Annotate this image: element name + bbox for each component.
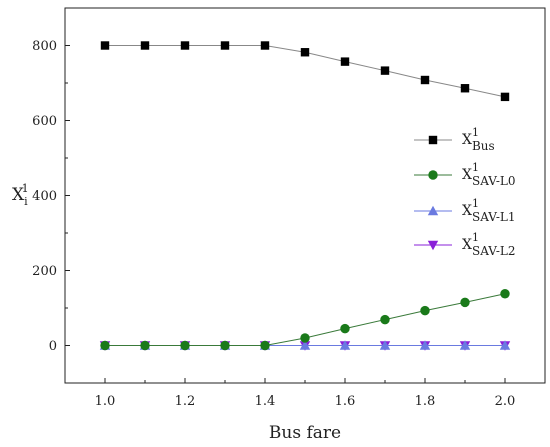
data-point <box>100 41 110 50</box>
legend: X1 Bus X1 SAV-L0 X1 SAV-L1 X1 SAV-L2 <box>414 126 515 258</box>
data-point <box>500 92 510 102</box>
x-axis-ticks: 1.0 1.2 1.4 1.6 1.8 2.0 <box>95 378 516 409</box>
data-point <box>499 340 511 350</box>
legend-marker <box>428 135 438 145</box>
legend-item: X1 Bus <box>414 126 495 153</box>
y-axis-label-sub: i <box>24 195 28 208</box>
x-tick-label: 2.0 <box>495 394 516 409</box>
data-point <box>339 340 351 350</box>
data-point <box>419 340 431 350</box>
x-tick-label: 1.0 <box>95 394 116 409</box>
data-point <box>299 340 311 350</box>
data-point <box>220 340 230 351</box>
legend-marker <box>427 240 439 251</box>
data-point <box>340 57 350 66</box>
data-point <box>180 340 190 351</box>
data-point <box>140 340 150 351</box>
x-tick-label: 1.6 <box>335 394 356 409</box>
data-point <box>380 314 390 325</box>
series-square <box>100 41 510 102</box>
y-tick-label: 200 <box>32 264 57 279</box>
data-point <box>380 66 390 75</box>
data-point <box>340 323 350 334</box>
y-tick-label: 600 <box>32 114 57 129</box>
x-tick-label: 1.8 <box>415 394 436 409</box>
data-point <box>180 41 190 50</box>
y-tick-label: 800 <box>32 39 57 54</box>
legend-item: X1 SAV-L2 <box>414 231 515 258</box>
y-tick-label: 0 <box>49 339 57 354</box>
data-point <box>100 340 110 351</box>
legend-label: X1 Bus <box>462 126 495 153</box>
y-tick-label: 400 <box>32 189 57 204</box>
y-axis-label: Xi1 <box>12 182 29 208</box>
data-point <box>379 340 391 350</box>
data-point <box>500 289 510 299</box>
data-point <box>300 333 310 343</box>
series-circle <box>100 289 510 351</box>
legend-label: X1 SAV-L2 <box>462 231 515 258</box>
y-axis-label-sup: 1 <box>22 182 29 195</box>
series-layer <box>99 41 511 351</box>
x-tick-label: 1.2 <box>175 394 196 409</box>
data-point <box>260 41 270 50</box>
data-point <box>260 340 270 351</box>
data-point <box>460 297 470 308</box>
legend-label: X1 SAV-L1 <box>462 197 515 224</box>
data-point <box>140 41 150 50</box>
legend-marker <box>428 170 438 180</box>
legend-label: X1 SAV-L0 <box>462 161 515 188</box>
data-point <box>460 84 470 93</box>
data-point <box>420 305 430 316</box>
y-axis-ticks: 0 200 400 600 800 <box>32 39 70 354</box>
x-tick-label: 1.4 <box>255 394 276 409</box>
data-point <box>420 75 430 85</box>
plot-frame <box>64 7 546 384</box>
legend-item: X1 SAV-L0 <box>414 161 515 188</box>
legend-marker <box>427 205 439 216</box>
data-point <box>220 41 230 50</box>
y-axis-label-base: X <box>12 185 25 205</box>
data-point <box>300 48 310 57</box>
data-point <box>459 340 471 350</box>
legend-item: X1 SAV-L1 <box>414 197 515 224</box>
x-axis-label: Bus fare <box>269 423 341 443</box>
